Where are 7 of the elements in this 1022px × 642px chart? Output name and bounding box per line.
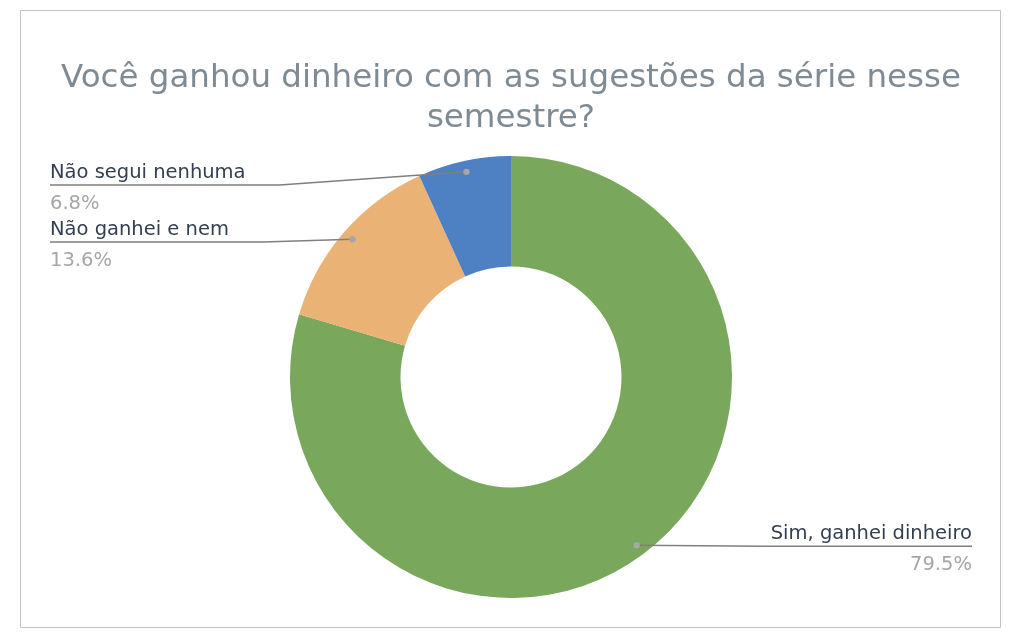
slice-label: Não segui nenhuma: [50, 160, 246, 183]
slice-label: Não ganhei e nem: [50, 217, 229, 240]
data-label: 13.6%: [50, 248, 112, 271]
chart-title: Você ganhou dinheiro com as sugestões da série nesse semestre?: [61, 57, 961, 135]
data-label: 6.8%: [50, 191, 100, 214]
slice-label: Sim, ganhei dinheiro: [770, 521, 972, 545]
data-label: 79.5%: [910, 552, 972, 576]
